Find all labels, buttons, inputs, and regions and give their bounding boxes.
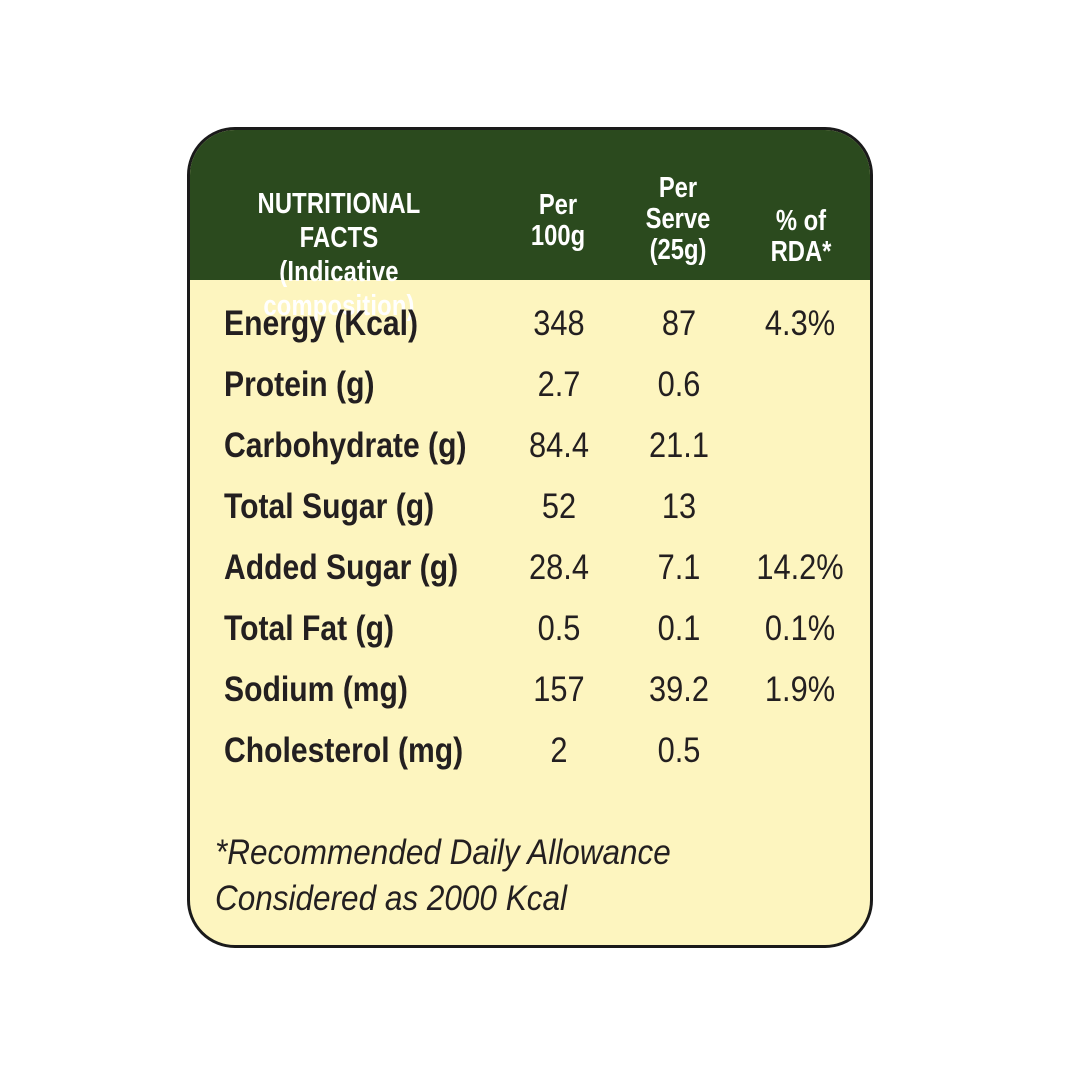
footnote-line2: Considered as 2000 Kcal bbox=[215, 879, 567, 918]
row-label: Protein (g) bbox=[224, 365, 375, 404]
row-per-serve: 0.6 bbox=[657, 365, 701, 404]
table-row: Carbohydrate (g) 84.4 21.1 bbox=[190, 424, 870, 484]
row-rda: 14.2% bbox=[756, 548, 844, 587]
row-per-100g: 157 bbox=[533, 670, 585, 709]
header-per-serve-line3: (25g) bbox=[649, 234, 707, 266]
header-per-serve-line2: Serve bbox=[645, 203, 711, 235]
row-per-100g: 28.4 bbox=[529, 548, 589, 587]
row-per-100g: 2 bbox=[550, 731, 568, 770]
table-row: Total Sugar (g) 52 13 bbox=[190, 485, 870, 545]
row-per-100g: 348 bbox=[533, 304, 585, 343]
row-per-serve: 39.2 bbox=[649, 670, 709, 709]
row-per-100g: 52 bbox=[541, 487, 577, 526]
nutrition-facts-panel: NUTRITIONAL FACTS (Indicative compositio… bbox=[187, 127, 873, 948]
row-per-100g: 0.5 bbox=[537, 609, 581, 648]
footnote: *Recommended Daily Allowance Considered … bbox=[215, 830, 671, 922]
row-per-serve: 7.1 bbox=[657, 548, 701, 587]
row-label: Total Sugar (g) bbox=[224, 487, 435, 526]
header-per-100g-line1: Per bbox=[538, 189, 578, 221]
row-per-100g: 84.4 bbox=[529, 426, 589, 465]
header-title-line2: (Indicative composition) bbox=[263, 256, 415, 322]
row-rda: 4.3% bbox=[764, 304, 836, 343]
table-row: Energy (Kcal) 348 87 4.3% bbox=[190, 302, 870, 362]
header-title: NUTRITIONAL FACTS (Indicative compositio… bbox=[220, 187, 458, 323]
row-per-serve: 21.1 bbox=[649, 426, 709, 465]
header-per-100g-line2: 100g bbox=[530, 220, 586, 252]
row-label: Carbohydrate (g) bbox=[224, 426, 467, 465]
table-row: Sodium (mg) 157 39.2 1.9% bbox=[190, 668, 870, 728]
table-row: Added Sugar (g) 28.4 7.1 14.2% bbox=[190, 546, 870, 606]
header-per-serve: Per Serve (25g) bbox=[637, 173, 719, 266]
row-label: Total Fat (g) bbox=[224, 609, 394, 648]
table-row: Total Fat (g) 0.5 0.1 0.1% bbox=[190, 607, 870, 667]
header-per-serve-line1: Per bbox=[658, 172, 698, 204]
row-per-serve: 0.1 bbox=[657, 609, 701, 648]
row-label: Cholesterol (mg) bbox=[224, 731, 464, 770]
row-rda: 0.1% bbox=[764, 609, 836, 648]
row-rda: 1.9% bbox=[764, 670, 836, 709]
row-per-serve: 0.5 bbox=[657, 731, 701, 770]
row-per-serve: 87 bbox=[661, 304, 697, 343]
row-label: Energy (Kcal) bbox=[224, 304, 419, 343]
table-header: NUTRITIONAL FACTS (Indicative compositio… bbox=[190, 130, 870, 322]
header-per-100g: Per 100g bbox=[517, 190, 599, 252]
row-per-serve: 13 bbox=[661, 487, 697, 526]
row-label: Sodium (mg) bbox=[224, 670, 408, 709]
row-label: Added Sugar (g) bbox=[224, 548, 459, 587]
table-row: Protein (g) 2.7 0.6 bbox=[190, 363, 870, 423]
footnote-line1: *Recommended Daily Allowance bbox=[215, 833, 671, 872]
header-title-line1: NUTRITIONAL FACTS bbox=[257, 188, 421, 254]
table-row: Cholesterol (mg) 2 0.5 bbox=[190, 729, 870, 789]
row-per-100g: 2.7 bbox=[537, 365, 581, 404]
header-rda: % of RDA* bbox=[770, 205, 832, 268]
